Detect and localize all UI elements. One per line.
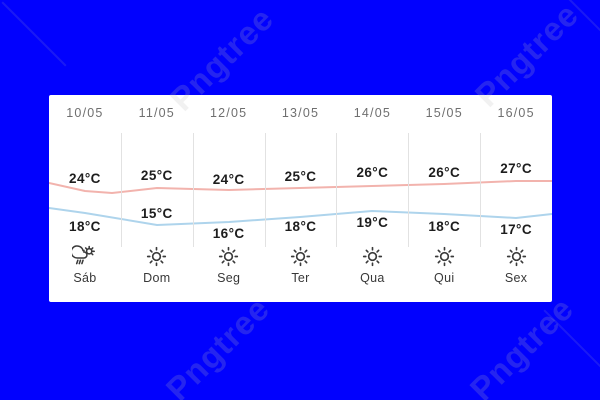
sun-icon xyxy=(193,244,265,269)
date-label: 15/05 xyxy=(425,106,463,120)
date-label: 10/05 xyxy=(66,106,104,120)
day-name-label: Qui xyxy=(434,271,455,285)
low-temp-label: 18°C xyxy=(69,219,101,234)
column-divider xyxy=(120,133,122,247)
temperature-lines-chart xyxy=(49,180,552,226)
day-name-label: Sex xyxy=(504,271,528,285)
day-name-label: Qua xyxy=(360,271,385,285)
day-name-label: Seg xyxy=(217,271,241,285)
forecast-day-column-dom[interactable]: 11/05 25°C 15°C Dom xyxy=(120,95,193,302)
forecast-day-column-sab[interactable]: 10/05 24°C 18°C xyxy=(49,95,121,302)
low-temp-label: 17°C xyxy=(500,222,532,237)
forecast-day-column-sex[interactable]: 16/05 27°C 17°C Sex xyxy=(480,95,552,302)
sun-icon xyxy=(336,244,408,269)
low-temp-label: 16°C xyxy=(212,226,245,241)
watermark-line xyxy=(543,309,600,375)
low-temp-label: 18°C xyxy=(428,219,461,234)
date-label: 13/05 xyxy=(281,106,320,120)
low-temp-label: 18°C xyxy=(284,219,317,234)
low-temp-label: 19°C xyxy=(356,215,389,230)
forecast-day-column-ter[interactable]: 13/05 25°C 18°C Ter xyxy=(264,95,337,302)
column-divider xyxy=(264,133,266,247)
low-temp-label: 15°C xyxy=(140,206,173,221)
watermark-line xyxy=(1,1,67,67)
day-name-label: Dom xyxy=(143,271,171,285)
sun-icon xyxy=(408,244,480,269)
forecast-day-column-seg[interactable]: 12/05 24°C 16°C Seg xyxy=(192,95,265,302)
low-temp-line xyxy=(49,207,552,226)
high-temp-label: 27°C xyxy=(500,161,532,176)
day-name-label: Sáb xyxy=(73,271,97,285)
high-temp-label: 26°C xyxy=(356,165,389,180)
date-label: 14/05 xyxy=(353,106,391,120)
date-label: 12/05 xyxy=(210,106,248,120)
date-label: 11/05 xyxy=(138,106,175,120)
high-temp-line xyxy=(49,180,552,194)
sun-icon xyxy=(480,244,552,269)
weather-forecast-card: 10/05 24°C 18°C xyxy=(49,95,552,302)
high-temp-label: 25°C xyxy=(284,169,317,184)
column-divider xyxy=(408,133,410,247)
high-temp-label: 26°C xyxy=(428,165,461,180)
high-temp-label: 25°C xyxy=(140,168,173,183)
forecast-day-column-qui[interactable]: 15/05 26°C 18°C Qui xyxy=(408,95,480,302)
high-temp-label: 24°C xyxy=(69,171,101,186)
column-divider xyxy=(480,133,482,247)
date-label: 16/05 xyxy=(497,106,535,120)
sun-icon xyxy=(265,244,337,269)
day-name-label: Ter xyxy=(291,271,310,285)
sun-behind-rain-cloud-icon xyxy=(49,244,121,269)
column-divider xyxy=(336,133,338,247)
forecast-day-column-qua[interactable]: 14/05 26°C 19°C Qua xyxy=(336,95,408,302)
watermark-line xyxy=(559,0,600,55)
sun-icon xyxy=(121,244,193,269)
forecast-columns: 10/05 24°C 18°C xyxy=(49,95,552,302)
high-temp-label: 24°C xyxy=(212,172,245,187)
column-divider xyxy=(192,133,194,247)
